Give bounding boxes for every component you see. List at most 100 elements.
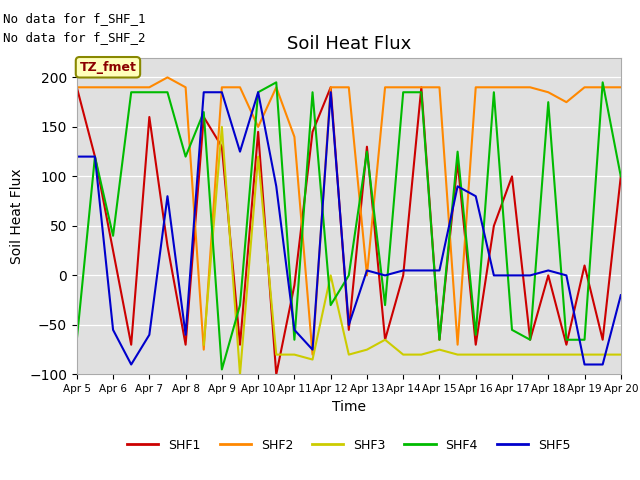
SHF5 bbox=[73, 154, 81, 159]
SHF5 bbox=[599, 361, 607, 367]
SHF1 bbox=[545, 273, 552, 278]
SHF3 bbox=[273, 352, 280, 358]
SHF1 bbox=[91, 154, 99, 159]
SHF5 bbox=[182, 332, 189, 338]
SHF1 bbox=[73, 84, 81, 90]
SHF2 bbox=[545, 89, 552, 95]
SHF2 bbox=[200, 347, 207, 352]
SHF2 bbox=[490, 84, 498, 90]
SHF5 bbox=[145, 332, 153, 338]
SHF2 bbox=[218, 84, 226, 90]
SHF2 bbox=[417, 84, 425, 90]
SHF3 bbox=[472, 352, 479, 358]
SHF4 bbox=[526, 337, 534, 343]
SHF4 bbox=[327, 302, 335, 308]
SHF2 bbox=[599, 84, 607, 90]
SHF4 bbox=[308, 89, 316, 95]
SHF1 bbox=[617, 174, 625, 180]
SHF3 bbox=[254, 154, 262, 159]
SHF4 bbox=[399, 89, 407, 95]
SHF4 bbox=[273, 80, 280, 85]
SHF1 bbox=[109, 248, 117, 253]
SHF1 bbox=[218, 144, 226, 150]
SHF3 bbox=[454, 352, 461, 358]
SHF4 bbox=[436, 337, 444, 343]
SHF2 bbox=[580, 84, 588, 90]
SHF5 bbox=[545, 267, 552, 273]
SHF3 bbox=[599, 352, 607, 358]
SHF5 bbox=[563, 273, 570, 278]
SHF5 bbox=[363, 267, 371, 273]
SHF3 bbox=[617, 352, 625, 358]
SHF4 bbox=[127, 89, 135, 95]
SHF3 bbox=[291, 352, 298, 358]
SHF5 bbox=[454, 183, 461, 189]
SHF2 bbox=[363, 273, 371, 278]
SHF3 bbox=[327, 273, 335, 278]
SHF2 bbox=[381, 84, 389, 90]
SHF3 bbox=[490, 352, 498, 358]
SHF4 bbox=[563, 337, 570, 343]
SHF1 bbox=[145, 114, 153, 120]
SHF5 bbox=[109, 327, 117, 333]
SHF2 bbox=[436, 84, 444, 90]
SHF5 bbox=[490, 273, 498, 278]
SHF5 bbox=[200, 89, 207, 95]
SHF4 bbox=[218, 367, 226, 372]
SHF1 bbox=[345, 327, 353, 333]
SHF4 bbox=[381, 302, 389, 308]
SHF2 bbox=[526, 84, 534, 90]
SHF4 bbox=[363, 149, 371, 155]
SHF5 bbox=[436, 267, 444, 273]
SHF5 bbox=[254, 89, 262, 95]
SHF5 bbox=[617, 292, 625, 298]
SHF1 bbox=[327, 84, 335, 90]
SHF5 bbox=[327, 89, 335, 95]
SHF5 bbox=[308, 347, 316, 352]
SHF2 bbox=[617, 84, 625, 90]
SHF2 bbox=[127, 84, 135, 90]
SHF5 bbox=[127, 361, 135, 367]
SHF1 bbox=[580, 263, 588, 268]
SHF4 bbox=[254, 89, 262, 95]
SHF4 bbox=[472, 332, 479, 338]
SHF1 bbox=[182, 342, 189, 348]
SHF3 bbox=[381, 337, 389, 343]
SHF3 bbox=[526, 352, 534, 358]
SHF4 bbox=[91, 154, 99, 159]
SHF1 bbox=[454, 159, 461, 165]
SHF2 bbox=[145, 84, 153, 90]
SHF2 bbox=[399, 84, 407, 90]
SHF2 bbox=[182, 84, 189, 90]
SHF1 bbox=[399, 273, 407, 278]
SHF1 bbox=[200, 114, 207, 120]
SHF1 bbox=[508, 174, 516, 180]
SHF1 bbox=[472, 342, 479, 348]
SHF5 bbox=[91, 154, 99, 159]
SHF2 bbox=[291, 134, 298, 140]
X-axis label: Time: Time bbox=[332, 400, 366, 414]
SHF1 bbox=[254, 129, 262, 135]
Title: Soil Heat Flux: Soil Heat Flux bbox=[287, 35, 411, 53]
SHF5 bbox=[345, 322, 353, 328]
SHF5 bbox=[526, 273, 534, 278]
SHF2 bbox=[308, 352, 316, 358]
SHF3 bbox=[563, 352, 570, 358]
SHF1 bbox=[127, 342, 135, 348]
SHF2 bbox=[508, 84, 516, 90]
SHF5 bbox=[399, 267, 407, 273]
Text: No data for f_SHF_2: No data for f_SHF_2 bbox=[3, 31, 146, 44]
SHF2 bbox=[73, 84, 81, 90]
SHF2 bbox=[327, 84, 335, 90]
SHF4 bbox=[164, 89, 172, 95]
SHF4 bbox=[145, 89, 153, 95]
SHF4 bbox=[617, 174, 625, 180]
SHF3 bbox=[345, 352, 353, 358]
SHF4 bbox=[454, 149, 461, 155]
SHF5 bbox=[273, 183, 280, 189]
SHF3 bbox=[508, 352, 516, 358]
SHF5 bbox=[236, 149, 244, 155]
SHF2 bbox=[454, 342, 461, 348]
Text: TZ_fmet: TZ_fmet bbox=[79, 61, 136, 74]
SHF5 bbox=[291, 327, 298, 333]
